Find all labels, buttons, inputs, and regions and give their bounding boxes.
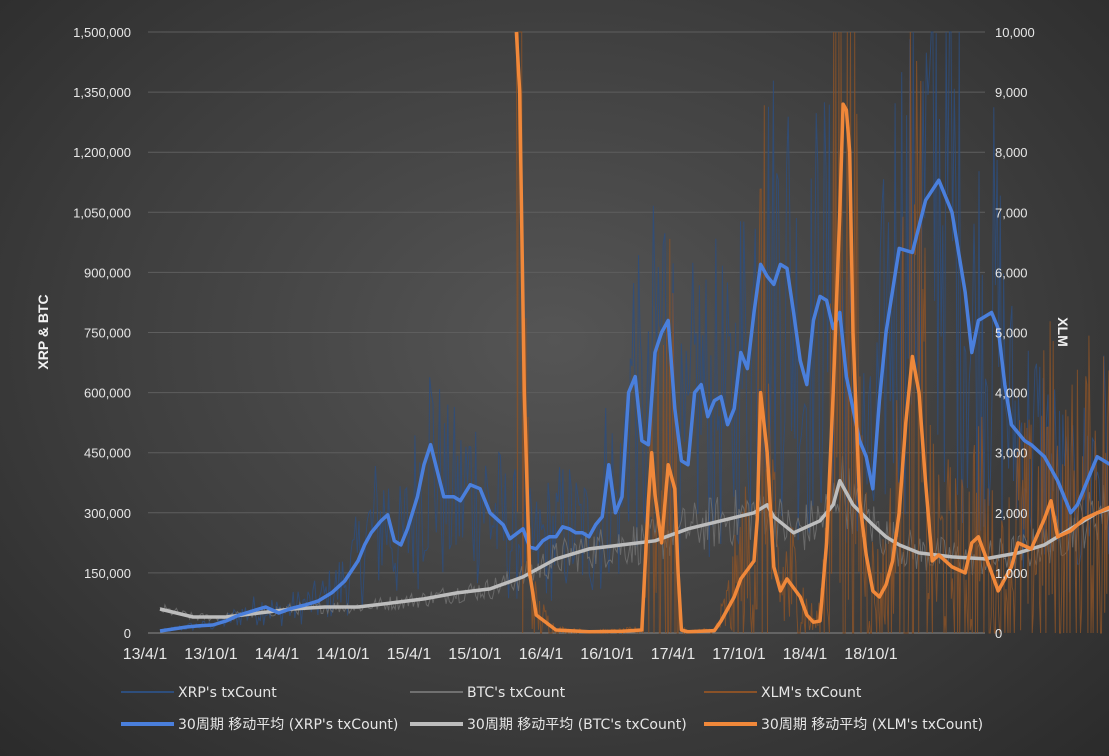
x-tick-label: 17/4/1 [651,646,696,663]
y-right-tick-label: 2,000 [995,506,1028,521]
y-left-tick-label: 1,200,000 [73,145,131,160]
y-left-tick-label: 450,000 [84,446,131,461]
x-tick-label: 18/10/1 [844,646,897,663]
y-right-tick-label: 9,000 [995,85,1028,100]
legend-label: BTC's txCount [467,685,566,701]
legend-label: XLM's txCount [761,685,862,701]
y-left-tick-label: 1,350,000 [73,85,131,100]
x-tick-label: 18/4/1 [783,646,828,663]
y-right-tick-label: 1,000 [995,566,1028,581]
axes: XRP & BTC XLM 0 0 150,000 1,000 300,000 2,000… [35,25,1071,663]
y-right-tick-label: 10,000 [995,25,1035,40]
x-tick-label: 16/10/1 [580,646,633,663]
x-tick-label: 15/4/1 [387,646,432,663]
y-right-tick-label: 8,000 [995,145,1028,160]
legend-label: 30周期 移动平均 (XLM's txCount) [761,717,983,733]
y-left-tick-label: 600,000 [84,386,131,401]
gridlines [148,31,985,634]
legend-label: 30周期 移动平均 (XRP's txCount) [178,717,398,733]
y-left-tick-label: 750,000 [84,326,131,341]
x-tick-label: 14/4/1 [255,646,300,663]
ma-series-line-xrp [159,178,1109,633]
ma-series-line-xlm [514,31,1109,634]
y-right-axis-label: XLM [1055,317,1071,347]
legend: XRP's txCount BTC's txCount XLM's txCount 3… [121,685,983,733]
ma-series-line-btc [159,478,1109,619]
y-right-tick-label: 6,000 [995,265,1028,280]
y-left-axis-label: XRP & BTC [35,294,51,369]
raw-series-line [159,31,1109,633]
moving-average-series [159,31,1109,634]
legend-label: XRP's txCount [178,685,277,701]
y-right-tick-label: 0 [995,626,1002,641]
x-tick-label: 17/10/1 [712,646,765,663]
legend-label: 30周期 移动平均 (BTC's txCount) [467,717,687,733]
x-tick-label: 15/10/1 [448,646,501,663]
y-right-tick-label: 3,000 [995,446,1028,461]
y-left-tick-label: 150,000 [84,566,131,581]
y-right-tick-label: 4,000 [995,386,1028,401]
y-right-tick-label: 5,000 [995,326,1028,341]
y-left-tick-label: 1,050,000 [73,205,131,220]
y-right-tick-label: 7,000 [995,205,1028,220]
y-left-tick-label: 0 [124,626,131,641]
y-left-tick-label: 1,500,000 [73,25,131,40]
x-tick-label: 14/10/1 [316,646,369,663]
y-left-tick-label: 300,000 [84,506,131,521]
x-tick-label: 13/4/1 [123,646,168,663]
x-tick-label: 16/4/1 [519,646,564,663]
x-tick-label: 13/10/1 [184,646,237,663]
y-left-tick-label: 900,000 [84,265,131,280]
